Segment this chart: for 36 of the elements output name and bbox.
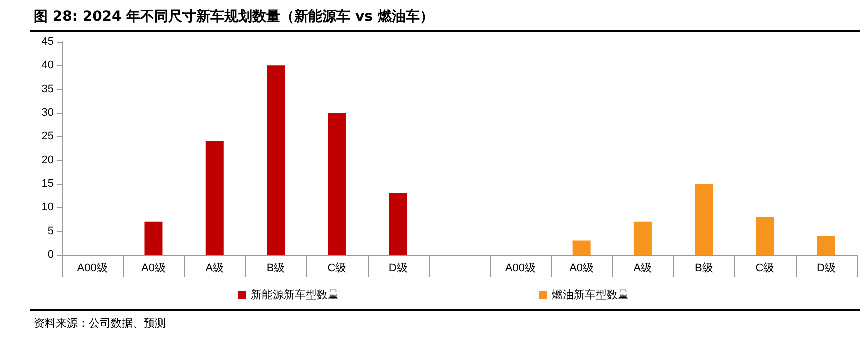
x-tick-label: A级 xyxy=(634,262,652,274)
x-tick-label: B级 xyxy=(694,262,714,274)
x-tick-label: B级 xyxy=(266,262,286,274)
x-tick-label: A级 xyxy=(206,262,224,274)
bar xyxy=(144,222,163,255)
y-tick-label: 15 xyxy=(42,178,54,190)
y-tick-label: 35 xyxy=(42,83,54,96)
y-tick-label: 40 xyxy=(42,60,54,72)
bar xyxy=(572,240,591,255)
bar xyxy=(206,141,224,255)
y-tick-label: 20 xyxy=(42,154,54,166)
x-tick-label: A0级 xyxy=(570,262,594,274)
y-tick-label: 25 xyxy=(42,130,54,143)
bar xyxy=(389,193,408,255)
x-tick-label: A00级 xyxy=(77,262,108,274)
bar xyxy=(695,184,714,255)
x-tick-label: A0级 xyxy=(141,262,166,274)
x-tick-label: D级 xyxy=(388,262,408,274)
x-tick-label: C级 xyxy=(328,262,347,274)
legend-label: 新能源新车型数量 xyxy=(251,288,339,302)
chart-title: 图 28: 2024 年不同尺寸新车规划数量（新能源车 vs 燃油车） xyxy=(34,8,434,26)
legend-label: 燃油新车型数量 xyxy=(552,288,629,302)
bar xyxy=(756,217,774,255)
bar xyxy=(267,66,286,255)
y-tick-label: 0 xyxy=(48,249,54,261)
x-tick-label: A00级 xyxy=(505,262,536,274)
x-tick-label: C级 xyxy=(756,262,775,274)
y-tick-label: 45 xyxy=(42,36,54,48)
y-tick-label: 30 xyxy=(42,107,54,119)
bar xyxy=(634,222,652,255)
y-tick-label: 10 xyxy=(42,202,54,214)
x-tick-label: D级 xyxy=(816,262,836,274)
bar xyxy=(328,113,346,255)
y-tick-label: 5 xyxy=(48,225,54,238)
bar xyxy=(817,236,836,255)
text: 资料来源：公司数据、预测 xyxy=(34,316,166,331)
